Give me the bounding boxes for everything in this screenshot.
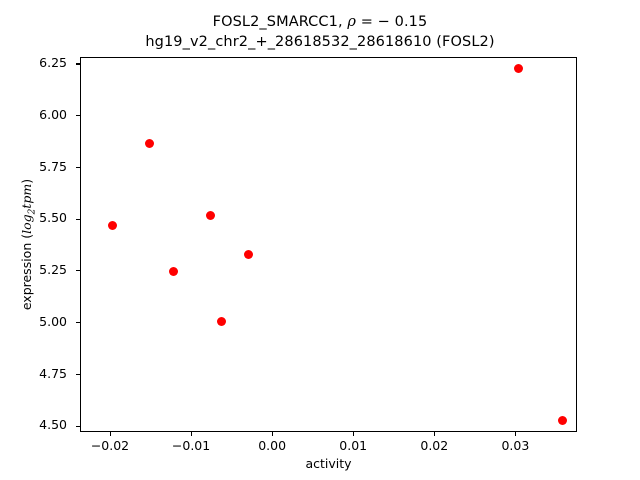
y-tick-label: 5.00 — [39, 313, 67, 329]
x-tick-label: 0.02 — [420, 438, 449, 453]
x-tick-mark — [434, 432, 436, 436]
y-tick-mark — [76, 270, 80, 272]
x-tick-label: 0.01 — [339, 438, 368, 453]
y-axis-label-log: log — [19, 214, 34, 234]
data-point — [108, 221, 118, 231]
x-tick-mark — [191, 432, 193, 436]
data-point — [168, 266, 178, 276]
y-axis-label: expression (log2tpm) — [18, 57, 38, 432]
y-tick-label: 5.75 — [39, 158, 67, 174]
x-tick-mark — [272, 432, 274, 436]
data-point — [513, 64, 523, 74]
chart-title-line-1: FOSL2_SMARCC1, ρ = − 0.15 — [0, 12, 640, 32]
rho-value: = − 0.15 — [356, 14, 428, 30]
plot-data-area — [81, 58, 576, 431]
y-axis-label-tpm: tpm — [19, 183, 34, 209]
y-axis-label-subscript: 2 — [27, 208, 38, 215]
chart-subtitle: hg19_v2_chr2_+_28618532_28618610 (FOSL2) — [145, 34, 495, 50]
x-tick-label: 0.03 — [501, 438, 530, 453]
y-tick-label: 6.00 — [39, 106, 67, 122]
chart-title: FOSL2_SMARCC1, ρ = − 0.15 hg19_v2_chr2_+… — [0, 12, 640, 52]
rho-symbol: ρ — [347, 14, 356, 30]
y-tick-mark — [76, 63, 80, 65]
y-tick-mark — [76, 115, 80, 117]
x-tick-mark — [515, 432, 517, 436]
y-axis-label-suffix: ) — [19, 178, 34, 184]
y-tick-label: 5.25 — [39, 262, 67, 278]
data-point — [144, 138, 154, 148]
data-point — [558, 415, 568, 425]
y-tick-mark — [76, 322, 80, 324]
y-tick-mark — [76, 218, 80, 220]
y-tick-mark — [76, 373, 80, 375]
y-tick-label: 6.25 — [39, 55, 67, 71]
x-axis-label: activity — [305, 456, 352, 471]
x-tick-label: 0.00 — [258, 438, 287, 453]
data-point — [243, 250, 253, 260]
y-tick-label: 4.75 — [39, 365, 67, 381]
data-point — [206, 210, 216, 220]
x-tick-mark — [353, 432, 355, 436]
plot-axes-frame — [80, 57, 577, 432]
data-point — [216, 316, 226, 326]
chart-title-prefix: FOSL2_SMARCC1, — [212, 14, 348, 30]
x-tick-mark — [109, 432, 112, 436]
y-tick-label: 5.50 — [39, 210, 67, 226]
y-axis-label-prefix: expression ( — [19, 233, 34, 311]
y-tick-label: 4.50 — [39, 417, 67, 433]
y-tick-mark — [76, 425, 80, 427]
x-tick-label: −0.02 — [90, 438, 130, 453]
y-tick-mark — [76, 166, 80, 168]
x-tick-label: −0.01 — [171, 438, 211, 453]
